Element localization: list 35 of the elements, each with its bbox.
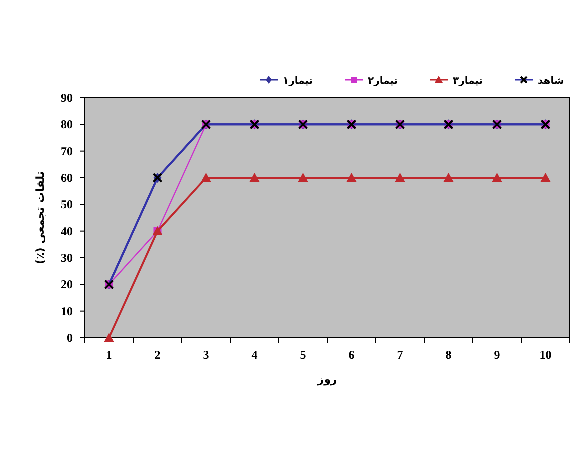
y-tick-label: 70 [61, 144, 73, 158]
y-tick-label: 50 [61, 198, 73, 212]
legend-label: شاهد [538, 76, 564, 87]
y-tick-label: 0 [67, 331, 73, 345]
x-axis-title: روز [316, 373, 338, 386]
x-tick-label: 10 [540, 348, 552, 362]
x-tick-label: 8 [446, 348, 452, 362]
point [250, 173, 260, 182]
legend-label: تیمار۳ [453, 76, 484, 87]
point [492, 173, 502, 182]
y-tick-label: 60 [61, 171, 73, 185]
x-tick-label: 6 [348, 348, 355, 362]
x-tick-label: 3 [203, 348, 210, 362]
y-tick-label: 40 [61, 224, 73, 238]
y-tick-label: 80 [61, 118, 73, 132]
legend-label: تیمار۲ [368, 76, 398, 87]
x-tick-label: 5 [300, 348, 306, 362]
y-tick-label: 30 [61, 251, 73, 265]
y-tick-label: 90 [61, 91, 73, 105]
x-tick-label: 1 [106, 348, 112, 362]
x-tick-label: 4 [252, 348, 258, 362]
point [104, 333, 114, 342]
x-tick-label: 9 [494, 348, 500, 362]
point [346, 173, 357, 182]
x-tick-label: 7 [397, 348, 404, 362]
y-tick-label: 20 [61, 278, 73, 292]
point [444, 173, 454, 182]
point [395, 173, 406, 182]
point [201, 173, 212, 182]
point [298, 173, 308, 182]
y-tick-label: 10 [61, 304, 73, 318]
point [540, 173, 551, 182]
legend-label: تیمار۱ [283, 76, 314, 87]
y-axis-title: تلفات تجمعی (٪) [34, 172, 47, 264]
x-tick-label: 2 [154, 348, 161, 362]
